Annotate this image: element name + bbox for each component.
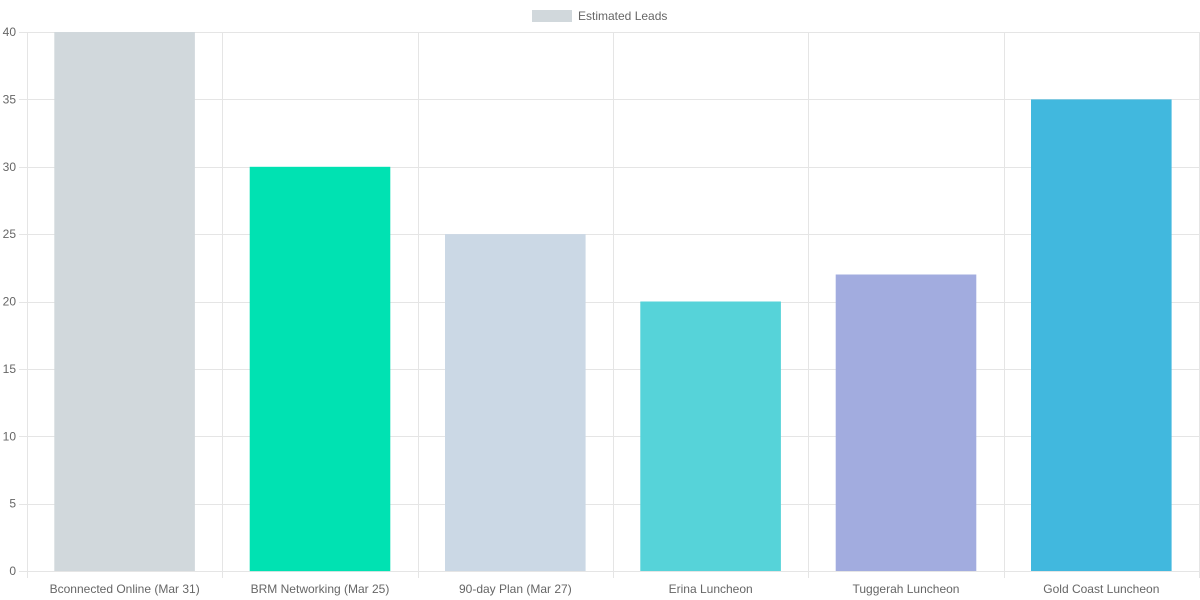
bar[interactable]	[640, 301, 781, 572]
x-tick-label: Erina Luncheon	[669, 582, 753, 596]
x-tick-label: BRM Networking (Mar 25)	[251, 582, 390, 596]
y-tick-label: 35	[3, 92, 17, 106]
bar[interactable]	[249, 166, 391, 572]
y-tick-label: 5	[9, 497, 16, 511]
x-tick-label: 90-day Plan (Mar 27)	[459, 582, 572, 596]
bar[interactable]	[835, 274, 977, 572]
y-tick-label: 15	[3, 362, 17, 376]
grid	[19, 32, 1200, 578]
bars	[54, 32, 1172, 572]
y-tick-label: 25	[3, 227, 17, 241]
x-tick-label: Gold Coast Luncheon	[1043, 582, 1159, 596]
y-tick-label: 30	[3, 160, 17, 174]
x-tick-label: Tuggerah Luncheon	[853, 582, 960, 596]
bar[interactable]	[54, 32, 195, 571]
legend-label: Estimated Leads	[578, 9, 667, 23]
x-axis-ticks: Bconnected Online (Mar 31) BRM Networking…	[50, 582, 1160, 596]
bar[interactable]	[1031, 99, 1172, 572]
y-axis-ticks: 0 5 10 15 20 25 30 35 40	[3, 25, 17, 578]
y-tick-label: 0	[9, 564, 16, 578]
y-tick-label: 10	[3, 429, 17, 443]
bar[interactable]	[445, 234, 586, 571]
y-tick-label: 40	[3, 25, 17, 39]
y-tick-label: 20	[3, 295, 17, 309]
x-tick-label: Bconnected Online (Mar 31)	[50, 582, 200, 596]
legend[interactable]: Estimated Leads	[532, 9, 667, 23]
legend-swatch	[532, 10, 572, 22]
